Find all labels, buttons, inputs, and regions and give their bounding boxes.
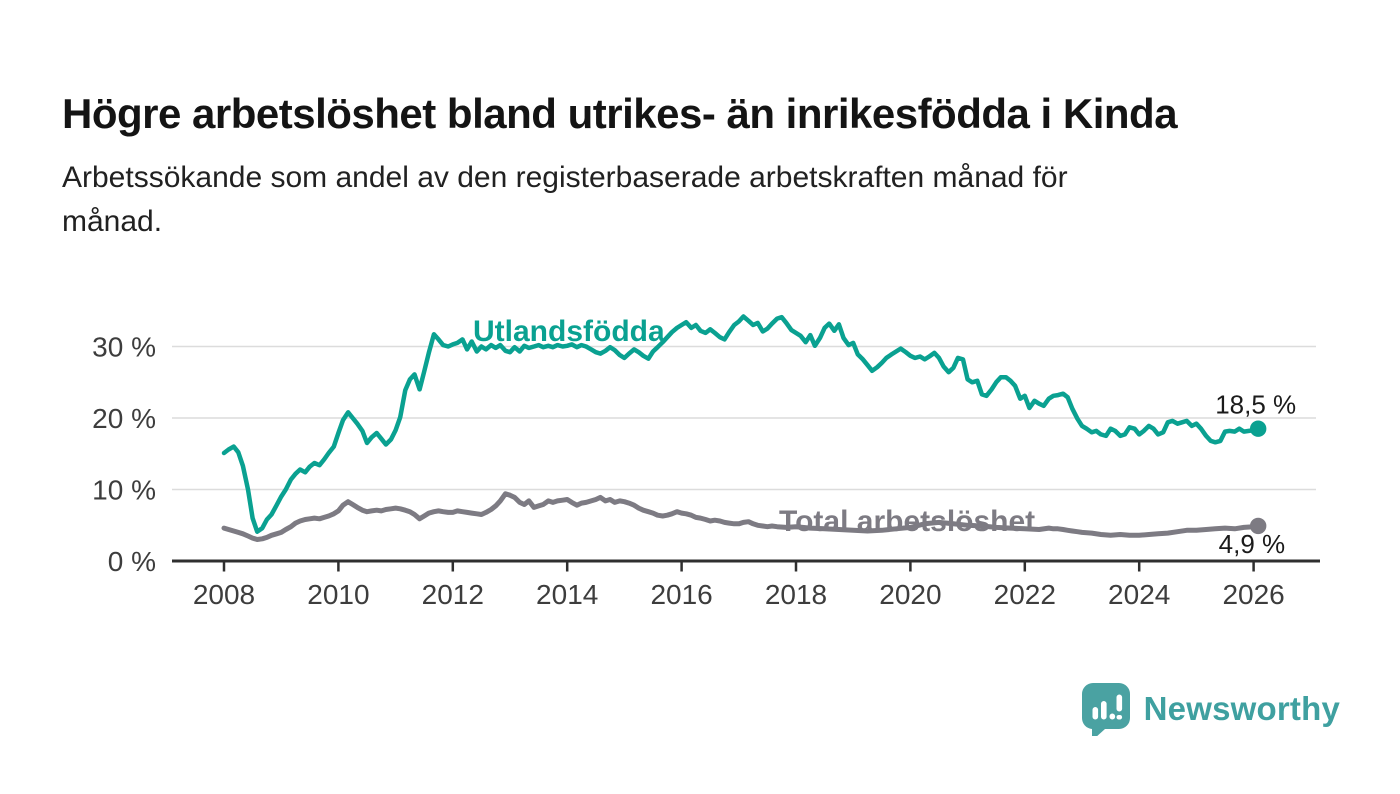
y-tick-label-30: 30 %	[92, 332, 156, 363]
series-and-value-labels: Utlandsfödda 18,5 % Total arbetslöshet 4,9 …	[473, 315, 1296, 559]
x-tick-label-2020: 2020	[879, 579, 941, 610]
logo-bar-chart-glyph	[1092, 694, 1122, 720]
newsworthy-wordmark: Newsworthy	[1143, 690, 1340, 727]
chart-subtitle-line1: Arbetssökande som andel av den registerb…	[62, 161, 1068, 194]
x-tick-label-2010: 2010	[307, 579, 369, 610]
x-axis: 2008 2010 2012 2014 2016 2018 2020 2022 2024 2026	[172, 559, 1320, 610]
x-tick-label-2014: 2014	[536, 579, 598, 610]
y-tick-label-20: 20 %	[92, 403, 156, 434]
series-label-utlandsfodda: Utlandsfödda	[473, 315, 665, 348]
newsworthy-logo-icon	[1081, 683, 1130, 736]
line-utlandsfodda	[221, 314, 1261, 534]
end-value-label-total-arbetsloshet: 4,9 %	[1219, 529, 1286, 559]
end-value-label-utlandsfodda: 18,5 %	[1215, 390, 1296, 420]
series-label-total-arbetsloshet: Total arbetslöshet	[779, 505, 1035, 538]
y-tick-label-0: 0 %	[108, 546, 156, 577]
chart-subtitle-line2: månad.	[62, 204, 163, 238]
line-total-arbetsloshet	[221, 491, 1261, 542]
x-tick-label-2012: 2012	[422, 579, 484, 610]
x-tick-label-2026: 2026	[1222, 579, 1284, 610]
page-title: Högre arbetslöshet bland utrikes- än inr…	[62, 90, 1178, 138]
gridlines	[172, 345, 1316, 491]
x-tick-label-2022: 2022	[994, 579, 1056, 610]
x-tick-label-2008: 2008	[193, 579, 255, 610]
x-tick-label-2016: 2016	[650, 579, 712, 610]
y-axis-labels: 0 % 10 % 20 % 30 %	[92, 332, 156, 578]
y-tick-label-10: 10 %	[92, 475, 156, 506]
chart-subtitle: Arbetssökande som andel av den registerb…	[62, 156, 1322, 243]
x-tick-label-2018: 2018	[765, 579, 827, 610]
end-dot-utlandsfodda	[1249, 420, 1267, 437]
data-series	[221, 314, 1267, 542]
x-tick-label-2024: 2024	[1108, 579, 1170, 610]
end-dot-total-arbetsloshet	[1249, 517, 1267, 535]
newsworthy-brand: Newsworthy	[1081, 682, 1340, 736]
